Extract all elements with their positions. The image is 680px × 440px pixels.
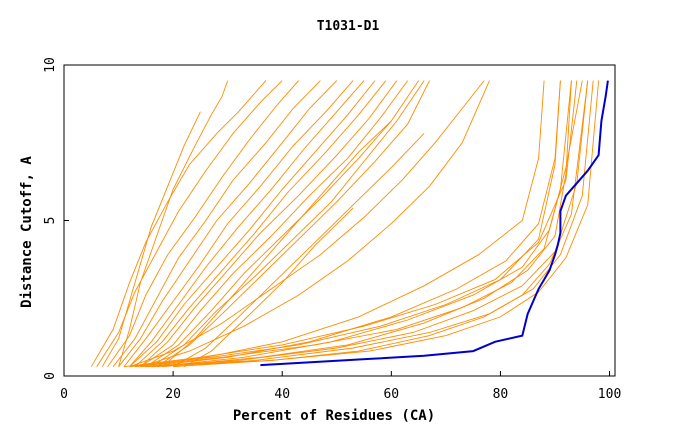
highlight-series-group	[260, 80, 609, 367]
model-series-line	[118, 80, 229, 367]
model-series-line	[90, 80, 267, 367]
model-series-line	[101, 111, 201, 367]
model-series-line	[134, 80, 387, 368]
chart-title: T1031-D1	[317, 19, 380, 34]
model-series-line	[140, 80, 398, 368]
x-tick-label: 20	[165, 387, 181, 402]
model-series-line	[145, 80, 419, 368]
model-series-line	[145, 80, 561, 368]
model-series-line	[134, 80, 572, 368]
model-series-line	[151, 80, 425, 368]
y-tick-label: 5	[43, 217, 58, 225]
x-tick-label: 60	[383, 387, 399, 402]
highlight-series-line	[260, 80, 609, 367]
x-tick-label: 80	[493, 387, 509, 402]
model-series-line	[140, 80, 409, 368]
model-series-line	[107, 80, 299, 367]
x-tick-label: 100	[598, 387, 621, 402]
model-series-line	[129, 80, 485, 368]
model-series-line	[172, 133, 425, 368]
x-tick-label: 0	[60, 387, 68, 402]
model-series-line	[134, 80, 545, 368]
model-series-line	[173, 80, 589, 368]
model-series-line	[140, 80, 490, 368]
y-axis-label: Distance Cutoff, A	[19, 156, 35, 308]
model-series-line	[129, 80, 561, 368]
model-series-line	[118, 80, 338, 367]
model-series-line	[140, 80, 589, 368]
model-series-line	[162, 80, 572, 368]
y-tick-label: 10	[43, 57, 58, 73]
model-series-group	[90, 80, 600, 368]
model-series-line	[129, 80, 365, 367]
model-series-line	[123, 80, 354, 367]
x-axis-label: Percent of Residues (CA)	[233, 408, 435, 424]
model-series-line	[156, 80, 430, 368]
x-tick-label: 40	[274, 387, 290, 402]
y-tick-label: 0	[43, 372, 58, 380]
axis-ticks: 0 20 40 60 80 100 0 5 10	[43, 57, 621, 402]
model-series-line	[183, 207, 354, 368]
model-series-line	[156, 80, 583, 368]
plot-frame	[63, 64, 616, 377]
model-series-line	[129, 80, 376, 368]
model-series-line	[112, 80, 321, 367]
model-series-line	[151, 80, 600, 368]
model-series-line	[161, 120, 392, 368]
